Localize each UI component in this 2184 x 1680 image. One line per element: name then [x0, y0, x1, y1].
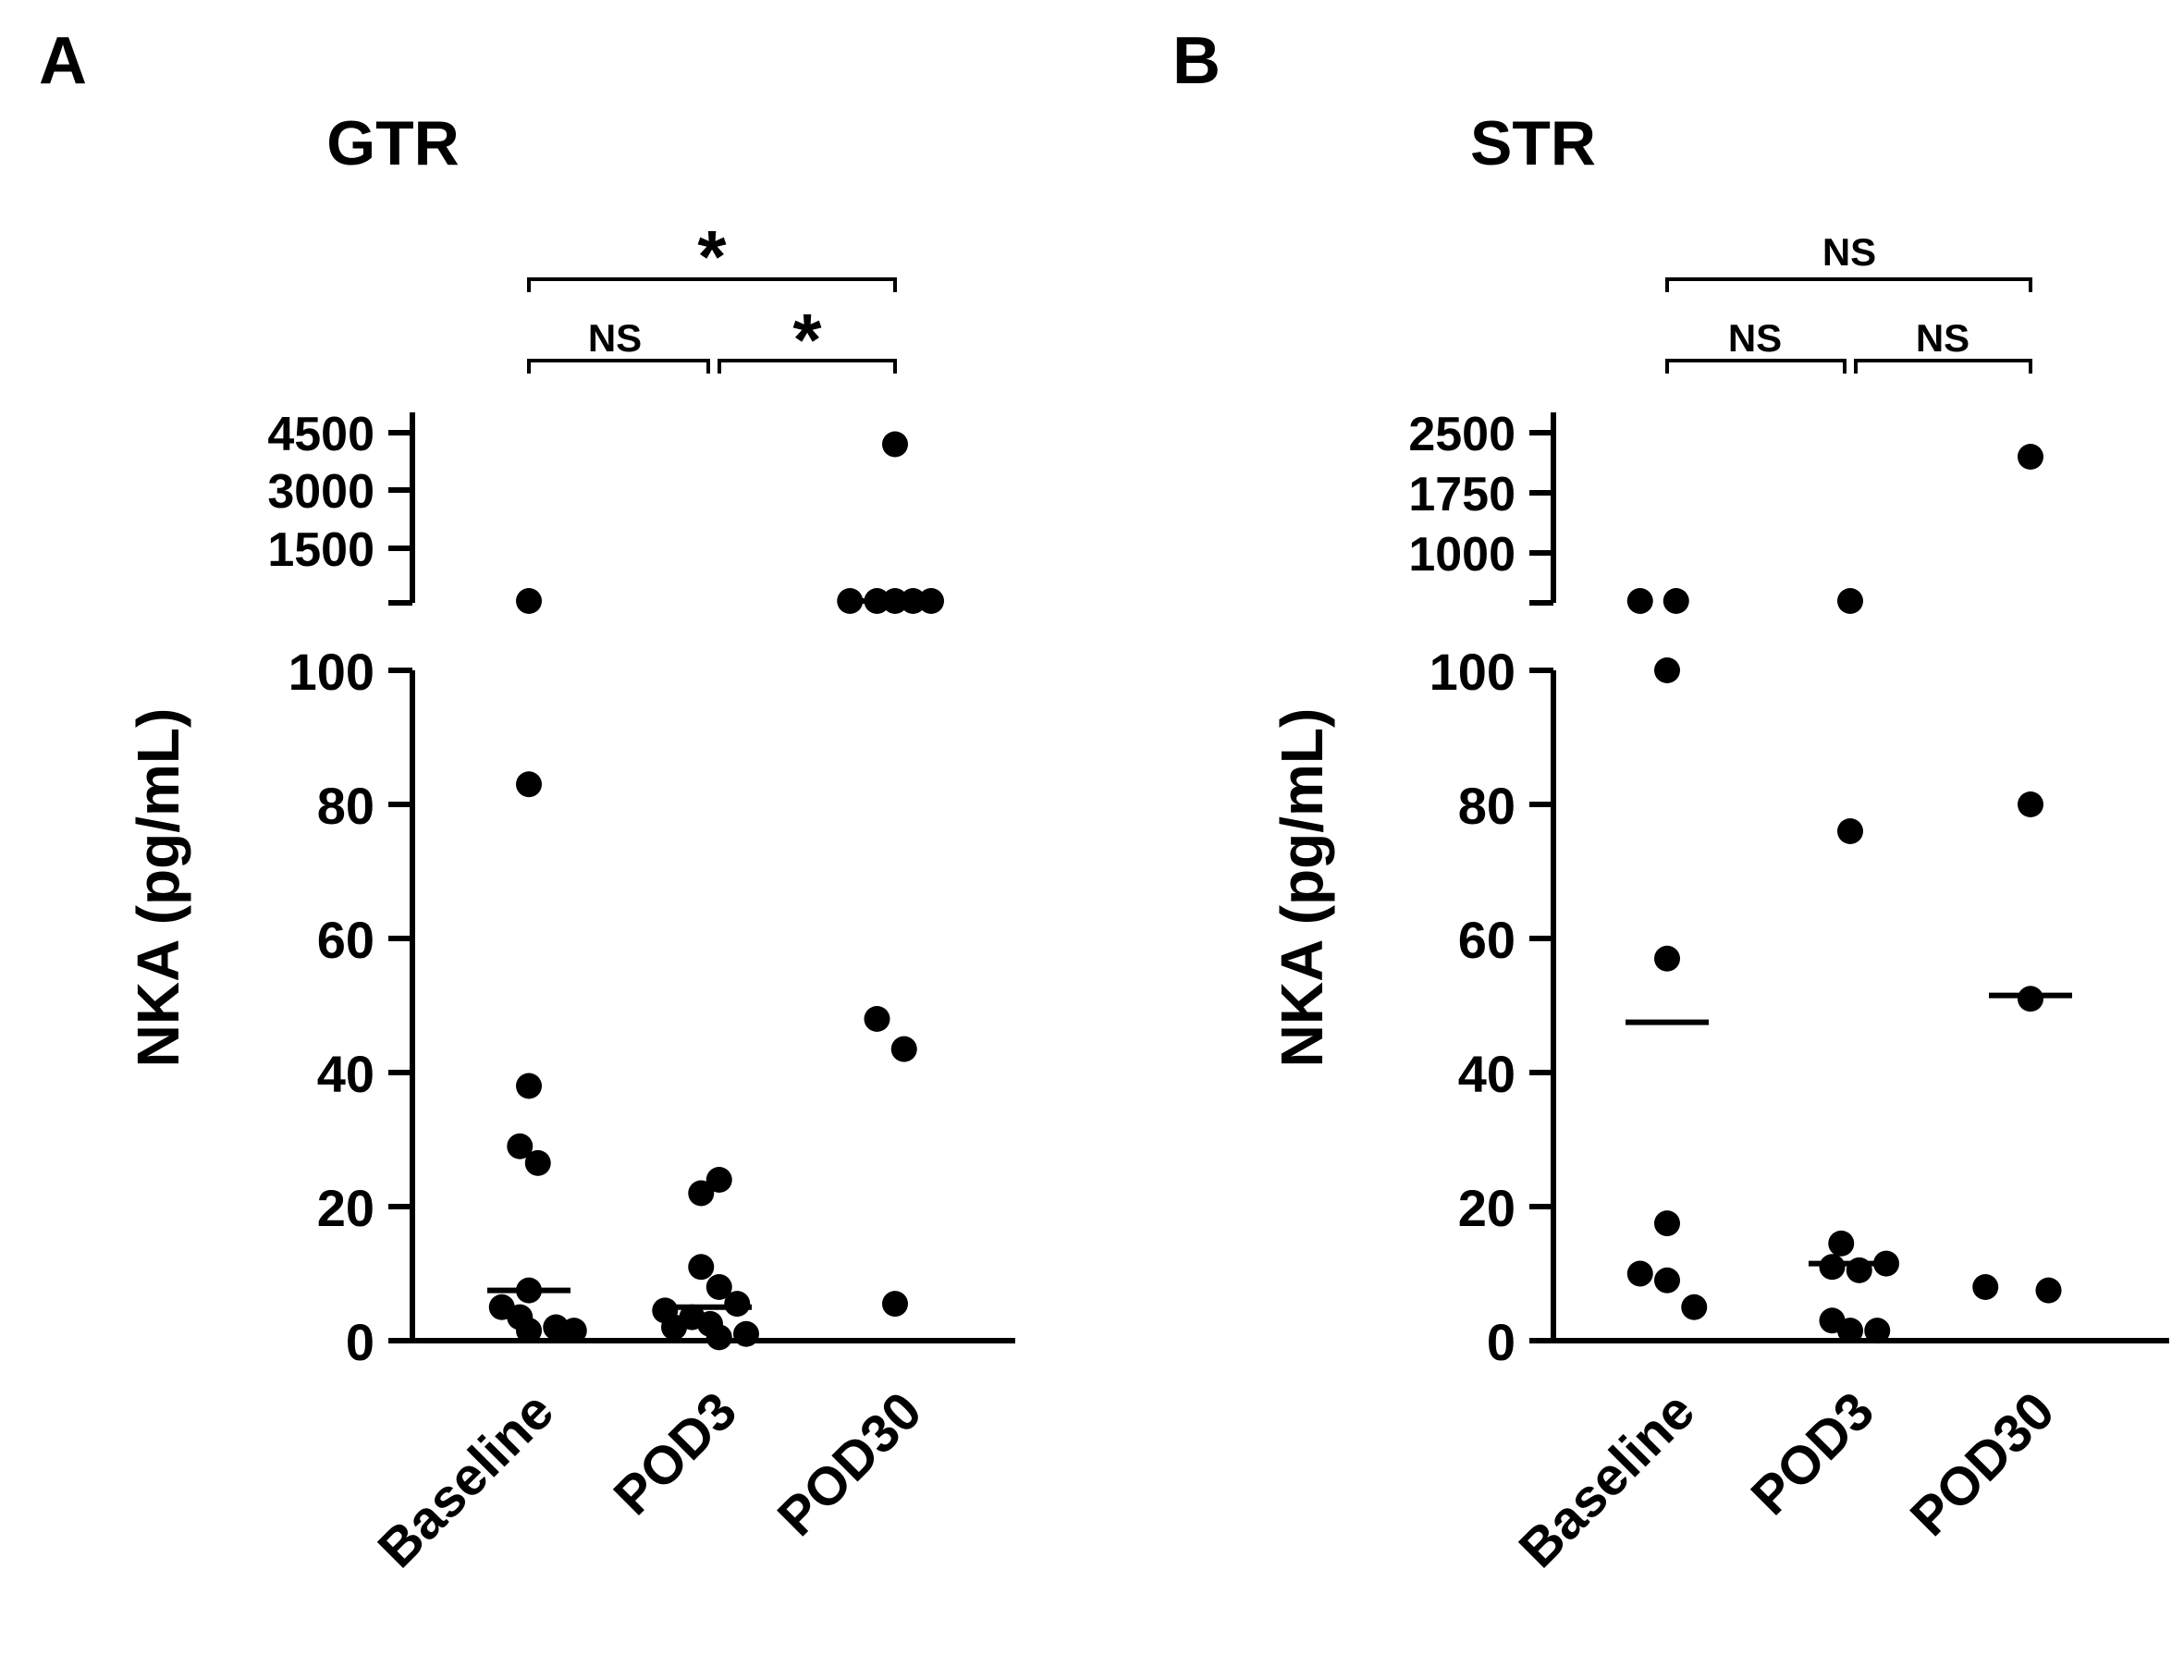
y-tick-label: 4500	[267, 408, 374, 461]
data-point	[688, 1180, 715, 1207]
data-point	[2018, 791, 2043, 817]
data-point	[1681, 1294, 1708, 1320]
data-point	[1654, 657, 1680, 683]
y-tick-label: 1500	[267, 523, 374, 577]
panel-a: A GTR NKA (pg/mL) 0 20 40 60 80 100	[39, 24, 1015, 1579]
bracket-pod3-pod30	[718, 359, 897, 374]
panel-letter-a: A	[39, 24, 87, 98]
data-point	[688, 1254, 715, 1281]
data-point	[1654, 1267, 1680, 1294]
panel-b-medians	[1626, 992, 2072, 1267]
panel-a-title: GTR	[326, 108, 460, 178]
bracket-label-star: *	[697, 215, 727, 298]
panel-b-significance: NS NS NS	[1665, 230, 2032, 374]
panel-a-medians	[487, 598, 937, 1310]
data-point	[864, 1006, 890, 1032]
y-tick-label: 60	[317, 911, 374, 969]
panel-b: B STR NKA (pg/mL) 0 20 40 60 80 100 1000…	[1172, 24, 2169, 1579]
data-point	[507, 1133, 534, 1159]
panel-b-y-ticks-lower: 0 20 40 60 80 100	[1429, 643, 1553, 1371]
data-point	[560, 1318, 587, 1344]
data-point	[2018, 986, 2043, 1012]
data-point	[706, 1324, 732, 1351]
panel-a-y-ticks-lower: 0 20 40 60 80 100	[288, 643, 412, 1371]
panel-letter-b: B	[1172, 24, 1221, 98]
y-tick-label: 80	[1458, 777, 1515, 835]
bracket-baseline-pod3	[1665, 359, 1847, 374]
data-point	[706, 1167, 732, 1193]
data-point	[1819, 1254, 1846, 1281]
x-tick-label-pod30: POD30	[1899, 1380, 2066, 1547]
y-tick-label: 60	[1458, 911, 1515, 969]
y-tick-label: 40	[1458, 1045, 1515, 1103]
y-tick-label: 3000	[267, 465, 374, 519]
panel-b-data-points	[1626, 444, 2062, 1344]
data-point	[516, 588, 542, 614]
data-point	[1626, 588, 1653, 614]
y-tick-label: 100	[288, 643, 374, 701]
y-tick-label: 20	[1458, 1179, 1515, 1237]
data-point	[706, 1274, 732, 1300]
bracket-baseline-pod30	[527, 277, 897, 292]
panel-b-y-axis-label: NKA (pg/mL)	[1269, 708, 1335, 1068]
x-tick-label-pod3: POD3	[603, 1380, 749, 1527]
y-tick-label: 100	[1429, 643, 1515, 701]
data-point	[733, 1320, 759, 1347]
bracket-label-ns: NS	[588, 316, 642, 360]
panel-b-title: STR	[1470, 108, 1596, 178]
data-point	[1837, 1318, 1863, 1344]
data-point	[1972, 1274, 1999, 1300]
data-point	[882, 1291, 908, 1318]
data-point	[524, 1149, 551, 1176]
panel-b-y-ticks-upper: 1000 1750 2500	[1408, 408, 1553, 582]
x-tick-label-pod3: POD3	[1740, 1380, 1886, 1527]
x-tick-label-pod30: POD30	[767, 1380, 933, 1547]
data-point	[2018, 444, 2043, 470]
y-tick-label: 2500	[1408, 408, 1515, 461]
bracket-label-star: *	[792, 299, 822, 381]
panel-a-significance: NS * *	[527, 215, 897, 381]
panel-a-data-points	[488, 431, 944, 1351]
x-tick-label-baseline: Baseline	[367, 1380, 566, 1579]
bracket-baseline-pod3	[527, 359, 710, 374]
data-point	[1837, 818, 1863, 844]
data-point	[1837, 588, 1863, 614]
data-point	[890, 1036, 917, 1062]
bracket-label-ns: NS	[1822, 230, 1876, 274]
y-tick-label: 20	[317, 1179, 374, 1237]
data-point	[1654, 1210, 1680, 1237]
data-point	[516, 771, 542, 798]
panel-a-y-ticks-upper: 1500 3000 4500	[267, 408, 412, 577]
data-point	[2035, 1277, 2062, 1304]
y-tick-label: 40	[317, 1045, 374, 1103]
data-point	[1654, 945, 1680, 972]
data-point	[1828, 1230, 1855, 1257]
data-point	[516, 1318, 542, 1344]
y-tick-label: 80	[317, 777, 374, 835]
data-point	[1864, 1318, 1891, 1344]
data-point	[882, 431, 908, 458]
bracket-baseline-pod30	[1665, 277, 2032, 292]
data-point	[837, 588, 864, 614]
y-tick-label: 1000	[1408, 528, 1515, 582]
data-point	[516, 1073, 542, 1099]
data-point	[1663, 588, 1689, 614]
bracket-label-ns: NS	[1728, 316, 1782, 360]
y-tick-label: 0	[1487, 1313, 1515, 1371]
bracket-label-ns: NS	[1916, 316, 1969, 360]
y-tick-label: 0	[346, 1313, 374, 1371]
data-point	[1626, 1260, 1653, 1287]
data-point	[724, 1291, 751, 1318]
x-tick-label-baseline: Baseline	[1508, 1380, 1707, 1579]
bracket-pod3-pod30	[1854, 359, 2032, 374]
y-tick-label: 1750	[1408, 468, 1515, 521]
panel-a-y-axis-label: NKA (pg/mL)	[125, 708, 191, 1068]
